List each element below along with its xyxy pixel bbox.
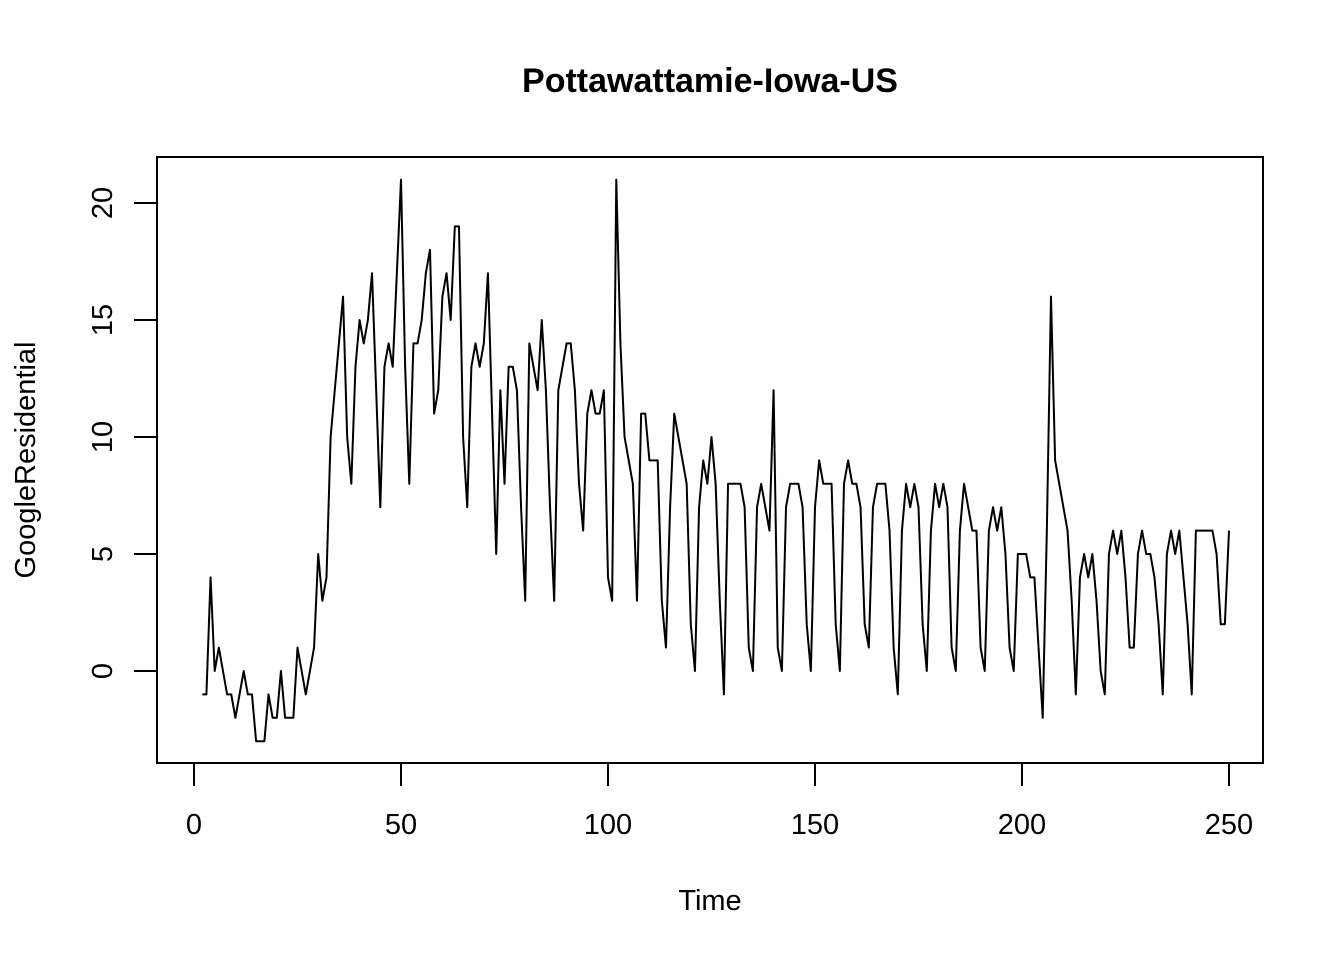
x-axis-label: Time [678, 885, 741, 917]
x-axis: 0 50 100 150 200 250 [186, 762, 1253, 841]
y-tick-label: 15 [87, 304, 119, 336]
y-tick-label: 0 [87, 663, 119, 679]
y-tick-label: 5 [87, 546, 119, 562]
y-axis-label: GoogleResidential [10, 342, 42, 579]
series-line [202, 178, 1230, 743]
y-tick-label: 20 [87, 187, 119, 219]
x-tick-label: 100 [584, 809, 632, 841]
x-tick-label: 0 [186, 809, 202, 841]
x-tick-label: 50 [385, 809, 417, 841]
x-tick-label: 250 [1205, 809, 1253, 841]
x-tick-label: 150 [791, 809, 839, 841]
y-tick-label: 10 [87, 421, 119, 453]
y-axis: 0 5 10 15 20 [87, 187, 158, 679]
x-tick-label: 200 [998, 809, 1046, 841]
chart-title: Pottawattamie-Iowa-US [522, 62, 898, 100]
